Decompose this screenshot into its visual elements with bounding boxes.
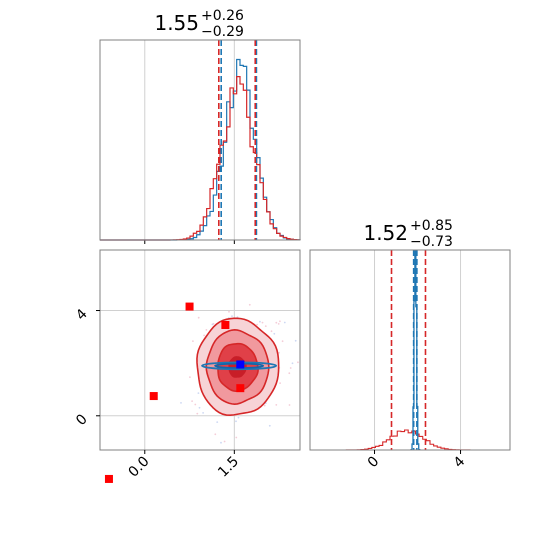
tick-label-y: 4 — [73, 306, 91, 324]
sample-point — [264, 325, 267, 327]
marker-blue — [236, 360, 245, 369]
sample-point — [194, 403, 197, 406]
sample-point — [203, 334, 206, 337]
tick-label-x: 0 — [365, 454, 383, 472]
marginal-title-1: 1.55 +0.26−0.29 — [154, 8, 244, 40]
tick-label-x: 0.0 — [126, 454, 153, 481]
sample-point — [263, 404, 266, 407]
title-lower-error: −0.73 — [410, 234, 453, 250]
title-lower-error: −0.29 — [201, 24, 244, 40]
sample-point — [228, 310, 230, 313]
title-value: 1.52 — [363, 221, 408, 245]
sample-point — [277, 323, 280, 325]
sample-point — [196, 412, 199, 415]
sample-point — [261, 321, 264, 324]
sample-point — [275, 321, 278, 324]
sample-point — [281, 340, 284, 343]
sample-point — [192, 340, 194, 342]
sample-point — [294, 339, 297, 342]
sample-point — [220, 441, 222, 444]
sample-point — [197, 392, 200, 394]
sample-point — [231, 315, 233, 317]
sample-point — [270, 330, 273, 333]
sample-point — [288, 372, 291, 375]
histogram-blue — [410, 250, 421, 450]
panel-frame — [99, 39, 301, 241]
sample-point — [216, 421, 219, 423]
title-upper-error: +0.85 — [410, 218, 453, 234]
joint-panel: 0.0 1.5 0 4 — [73, 249, 301, 483]
sample-point — [288, 404, 291, 406]
tick-label-y: 0 — [73, 411, 91, 429]
sample-point — [191, 400, 194, 402]
marker-red — [221, 321, 230, 329]
sample-point — [237, 416, 240, 419]
marker-red — [185, 302, 194, 311]
sample-point — [297, 361, 299, 364]
sample-point — [202, 412, 205, 414]
sample-point — [279, 382, 281, 384]
sample-point — [273, 332, 276, 335]
sample-point — [268, 424, 271, 427]
panel-frame — [309, 249, 511, 451]
sample-point — [211, 323, 214, 326]
panel-background — [100, 40, 300, 240]
sample-point — [205, 329, 208, 331]
sample-point — [248, 303, 251, 306]
tick-label-x: 1.5 — [215, 454, 242, 481]
tick-label-x: 4 — [451, 453, 469, 471]
panel-frame — [99, 249, 301, 451]
marker-red — [236, 384, 245, 393]
sample-point — [180, 402, 182, 404]
sample-point — [214, 433, 217, 436]
panel-background — [310, 250, 510, 450]
sample-point — [259, 320, 261, 323]
sample-point — [235, 436, 238, 439]
sample-point — [279, 320, 281, 323]
sample-point — [278, 351, 280, 354]
sample-point — [223, 440, 226, 443]
marker-red — [149, 392, 158, 401]
sample-point — [289, 367, 292, 369]
title-value: 1.55 — [154, 11, 199, 35]
marker-red — [104, 474, 113, 483]
title-upper-error: +0.26 — [201, 8, 244, 24]
sample-point — [291, 362, 294, 365]
sample-point — [283, 321, 286, 324]
sample-point — [198, 406, 201, 409]
marginal-panel-param-1: 1.55 +0.26−0.29 — [99, 8, 301, 244]
marginal-title-2: 1.52 +0.85−0.73 — [363, 218, 452, 250]
sample-point — [275, 404, 278, 406]
marginal-panel-param-2: 0 4 1.52 +0.85−0.73 — [309, 218, 511, 472]
sample-point — [189, 376, 191, 378]
sample-point — [197, 316, 200, 319]
sample-point — [235, 420, 237, 423]
sample-point — [256, 323, 258, 326]
